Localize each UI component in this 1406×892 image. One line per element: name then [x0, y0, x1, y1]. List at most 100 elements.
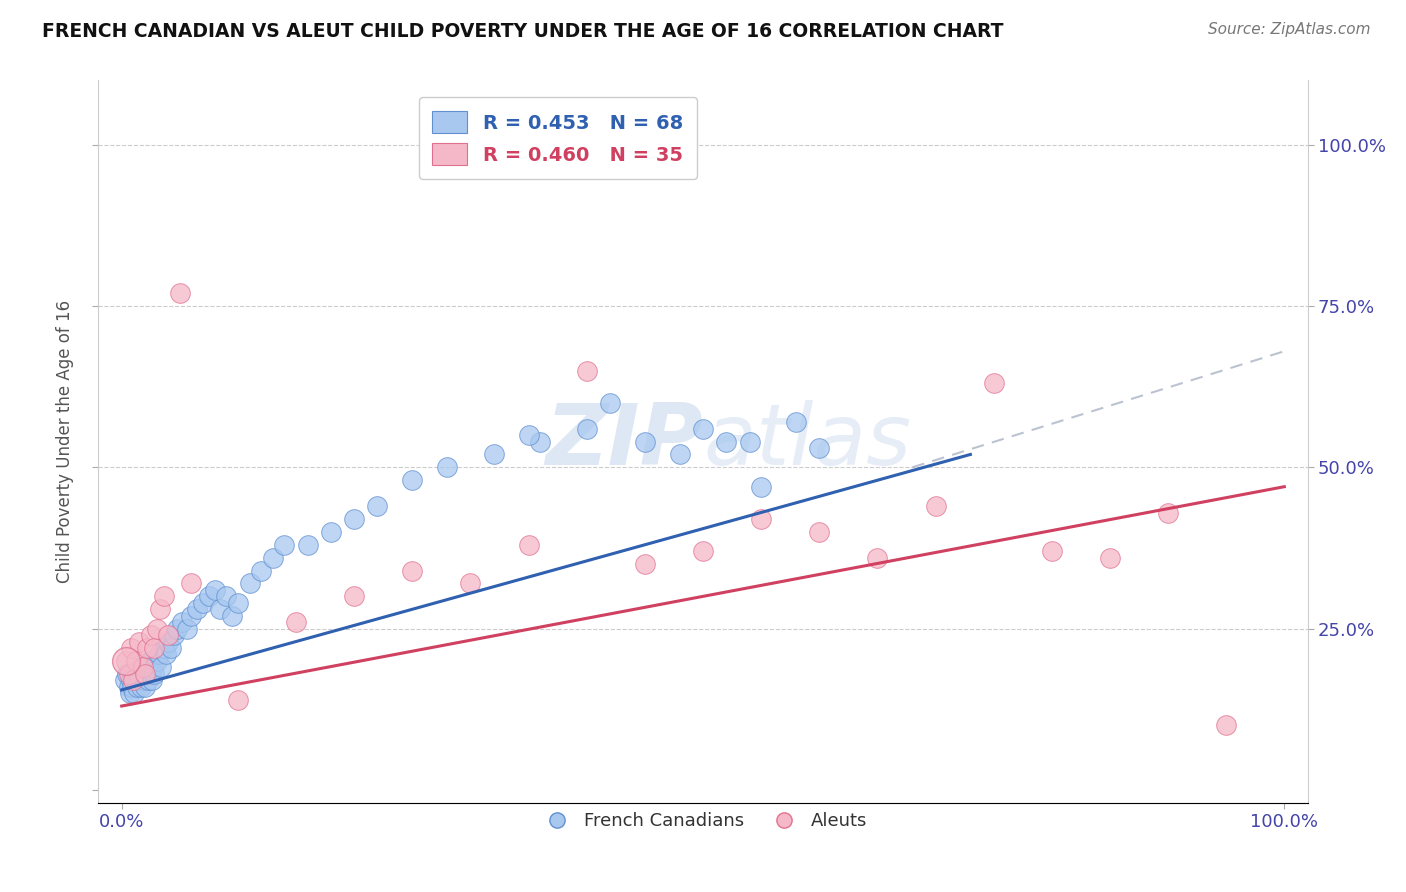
Point: [157, 628, 180, 642]
Point: [136, 660, 159, 674]
Point: [143, 640, 166, 655]
Point: [131, 660, 153, 674]
Point: [122, 666, 145, 681]
Point: [366, 499, 388, 513]
Point: [785, 415, 807, 429]
Point: [118, 686, 141, 700]
Point: [131, 666, 153, 681]
Text: atlas: atlas: [703, 400, 911, 483]
Point: [134, 666, 156, 681]
Point: [204, 582, 226, 597]
Point: [749, 512, 772, 526]
Point: [115, 654, 138, 668]
Point: [148, 648, 170, 662]
Point: [575, 363, 598, 377]
Point: [118, 666, 141, 681]
Point: [575, 422, 598, 436]
Point: [226, 692, 249, 706]
Point: [166, 622, 188, 636]
Point: [401, 473, 423, 487]
Point: [186, 602, 208, 616]
Point: [169, 286, 191, 301]
Point: [134, 680, 156, 694]
Point: [221, 608, 243, 623]
Point: [482, 447, 505, 461]
Point: [127, 666, 149, 681]
Point: [285, 615, 308, 630]
Point: [138, 654, 160, 668]
Point: [436, 460, 458, 475]
Point: [262, 550, 284, 565]
Point: [124, 673, 146, 688]
Point: [716, 434, 738, 449]
Text: ZIP: ZIP: [546, 400, 703, 483]
Point: [132, 673, 155, 688]
Point: [124, 654, 146, 668]
Legend: French Canadians, Aleuts: French Canadians, Aleuts: [531, 805, 875, 837]
Point: [136, 640, 159, 655]
Point: [163, 628, 186, 642]
Point: [145, 622, 167, 636]
Point: [517, 538, 540, 552]
Point: [191, 596, 214, 610]
Y-axis label: Child Poverty Under the Age of 16: Child Poverty Under the Age of 16: [56, 300, 75, 583]
Point: [343, 590, 366, 604]
Point: [198, 590, 221, 604]
Point: [145, 654, 167, 668]
Point: [152, 640, 174, 655]
Point: [343, 512, 366, 526]
Point: [118, 680, 141, 694]
Point: [297, 538, 319, 552]
Point: [692, 422, 714, 436]
Point: [159, 640, 181, 655]
Point: [121, 680, 143, 694]
Point: [124, 686, 146, 700]
Point: [215, 590, 238, 604]
Point: [808, 524, 831, 539]
Point: [180, 608, 202, 623]
Point: [250, 564, 273, 578]
Point: [808, 441, 831, 455]
Point: [157, 634, 180, 648]
Point: [128, 673, 150, 688]
Point: [129, 660, 152, 674]
Point: [924, 499, 946, 513]
Point: [239, 576, 262, 591]
Point: [692, 544, 714, 558]
Point: [131, 680, 153, 694]
Point: [983, 376, 1005, 391]
Point: [143, 666, 166, 681]
Point: [599, 396, 621, 410]
Point: [125, 680, 148, 694]
Point: [1157, 506, 1180, 520]
Point: [319, 524, 342, 539]
Point: [529, 434, 551, 449]
Point: [150, 660, 173, 674]
Point: [738, 434, 761, 449]
Point: [273, 538, 295, 552]
Point: [139, 666, 162, 681]
Point: [117, 666, 139, 681]
Point: [1040, 544, 1063, 558]
Point: [176, 622, 198, 636]
Point: [517, 428, 540, 442]
Point: [634, 434, 657, 449]
Text: FRENCH CANADIAN VS ALEUT CHILD POVERTY UNDER THE AGE OF 16 CORRELATION CHART: FRENCH CANADIAN VS ALEUT CHILD POVERTY U…: [42, 22, 1004, 41]
Point: [142, 660, 165, 674]
Point: [155, 648, 177, 662]
Point: [1098, 550, 1121, 565]
Point: [749, 480, 772, 494]
Point: [634, 557, 657, 571]
Point: [120, 640, 142, 655]
Point: [401, 564, 423, 578]
Point: [172, 615, 194, 630]
Point: [668, 447, 690, 461]
Point: [1215, 718, 1237, 732]
Point: [149, 602, 172, 616]
Point: [114, 673, 136, 688]
Point: [226, 596, 249, 610]
Point: [460, 576, 482, 591]
Point: [135, 666, 157, 681]
Text: Source: ZipAtlas.com: Source: ZipAtlas.com: [1208, 22, 1371, 37]
Point: [138, 673, 160, 688]
